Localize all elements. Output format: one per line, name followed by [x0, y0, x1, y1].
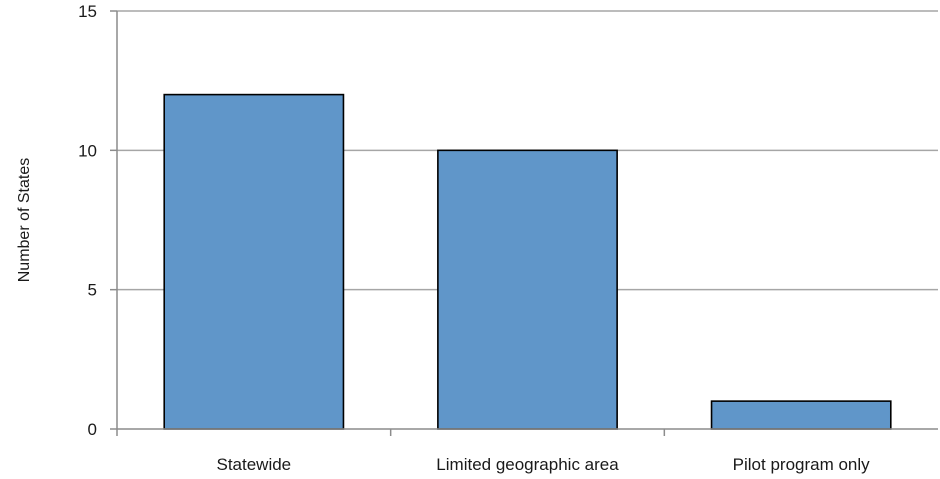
bars — [163, 93, 892, 430]
bar-statewide — [163, 93, 345, 430]
y-tick-label: 10 — [78, 141, 97, 160]
y-tick-label: 0 — [88, 420, 97, 439]
y-tick-label: 5 — [88, 281, 97, 300]
bar-limited-geographic-area — [437, 149, 618, 430]
y-axis-title: Number of States — [16, 158, 33, 283]
x-category-label: Pilot program only — [733, 455, 871, 474]
axes — [110, 10, 938, 436]
x-category-label: Limited geographic area — [436, 455, 619, 474]
category-labels: Statewide Limited geographic area Pilot pr… — [216, 455, 870, 474]
bar-pilot-program-only — [710, 400, 892, 430]
y-tick-label: 15 — [78, 2, 97, 21]
x-category-label: Statewide — [216, 455, 291, 474]
y-tick-labels: 0 5 10 15 — [78, 2, 97, 439]
